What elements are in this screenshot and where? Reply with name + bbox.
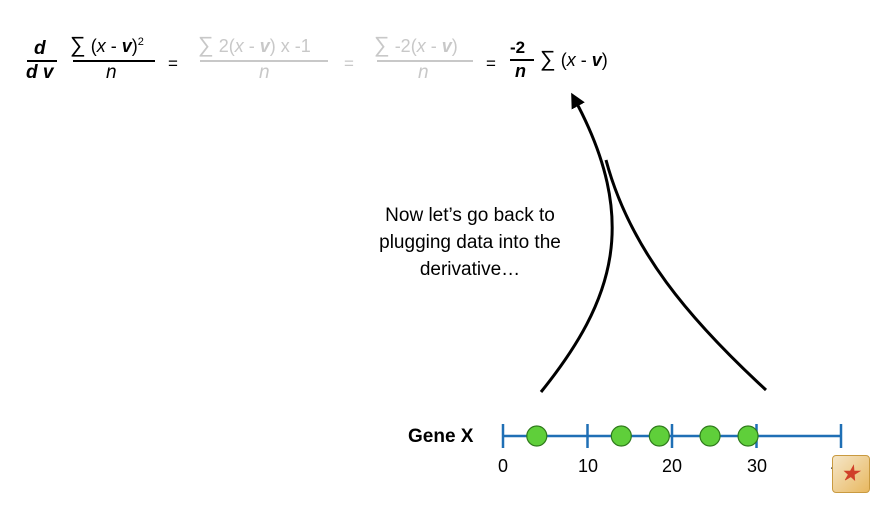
var-v: v — [121, 36, 132, 56]
term1-denominator: n — [106, 62, 117, 83]
var-v: v — [591, 50, 602, 70]
equals-3: = — [486, 54, 496, 73]
minus: - — [575, 50, 592, 70]
derivative-fraction-bar — [27, 60, 57, 62]
coefficient: 2( — [213, 36, 235, 56]
equals-2: = — [344, 54, 354, 73]
var-v: v — [259, 36, 270, 56]
number-line-label: Gene X — [408, 426, 474, 447]
data-point — [526, 425, 548, 447]
tick-label: 20 — [661, 456, 683, 476]
var-x: x — [566, 50, 576, 70]
minus: - — [243, 36, 260, 56]
data-point — [610, 425, 632, 447]
data-point — [699, 425, 721, 447]
term1-numerator: ∑ (x - v)2 — [70, 32, 144, 58]
arrow-left-curve — [539, 92, 614, 393]
term3-fraction-bar — [377, 60, 473, 62]
tail: ) x -1 — [269, 36, 311, 56]
term2-denominator: n — [259, 62, 270, 83]
minus: - — [425, 36, 442, 56]
term3-numerator: ∑ -2(x - v) — [374, 32, 458, 58]
arrow-right-curve — [604, 159, 768, 392]
paren: ( — [555, 50, 567, 70]
term2-fraction-bar — [200, 60, 328, 62]
var-x: x — [234, 36, 244, 56]
term4-denominator: n — [515, 61, 526, 81]
equals-1: = — [168, 54, 178, 73]
sum-symbol: ∑ — [374, 32, 390, 57]
exponent: 2 — [137, 36, 144, 48]
paren: ) — [131, 36, 138, 56]
derivative-denominator: d v — [26, 62, 54, 83]
term4-fraction-bar — [510, 59, 534, 61]
term3-denominator: n — [418, 62, 429, 83]
minus: - — [105, 36, 122, 56]
caption-text: Now let’s go back to plugging data into … — [350, 202, 590, 283]
caption-line-2: plugging data into the — [379, 232, 561, 253]
tick-label: 0 — [497, 456, 508, 476]
sum-symbol: ∑ — [198, 32, 214, 57]
statquest-logo-icon: ★ — [832, 455, 870, 493]
coefficient: -2( — [389, 36, 417, 56]
term2-numerator: ∑ 2(x - v) x -1 — [198, 32, 311, 58]
term1-fraction-bar — [73, 60, 155, 62]
data-point — [737, 425, 759, 447]
sum-symbol: ∑ — [540, 46, 556, 71]
paren: ) — [601, 50, 608, 70]
term4-sum: ∑ (x - v) — [540, 46, 608, 72]
var-x: x — [416, 36, 426, 56]
tick-label: 30 — [746, 456, 768, 476]
term4-numerator: -2 — [510, 38, 526, 57]
paren: ) — [451, 36, 458, 56]
tick-label: 10 — [577, 456, 599, 476]
paren: ( — [85, 36, 97, 56]
var-v: v — [441, 36, 452, 56]
derivative-numerator: d — [34, 38, 46, 59]
data-point — [648, 425, 670, 447]
caption-line-1: Now let’s go back to — [385, 205, 555, 226]
sum-symbol: ∑ — [70, 32, 86, 57]
var-x: x — [96, 36, 106, 56]
caption-line-3: derivative… — [419, 259, 521, 280]
